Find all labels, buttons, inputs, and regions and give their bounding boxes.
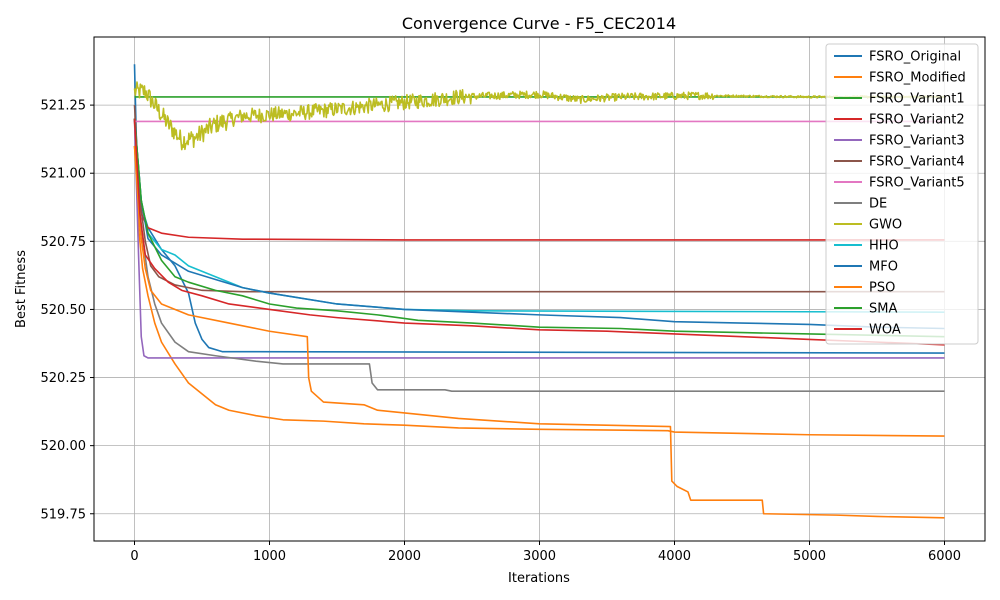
series-line-fsro_variant3 xyxy=(133,118,945,359)
legend-label: FSRO_Modified xyxy=(869,71,966,86)
y-axis-label: Best Fitness xyxy=(14,250,29,328)
y-tick-label: 520.25 xyxy=(41,371,87,386)
legend-label: PSO xyxy=(869,281,895,296)
x-tick-label: 4000 xyxy=(658,549,691,564)
series-line-gwo xyxy=(133,81,945,151)
x-tick-label: 2000 xyxy=(388,549,421,564)
legend-label: FSRO_Variant2 xyxy=(869,113,965,128)
legend-label: SMA xyxy=(869,302,897,317)
series-lines xyxy=(133,64,945,519)
legend-label: DE xyxy=(869,197,887,212)
legend-box xyxy=(825,43,979,345)
x-tick-label: 5000 xyxy=(793,549,826,564)
series-line-fsro_modified xyxy=(133,118,945,437)
legend-label: FSRO_Variant4 xyxy=(869,155,965,170)
legend-label: FSRO_Variant1 xyxy=(869,92,965,107)
chart-title: Convergence Curve - F5_CEC2014 xyxy=(402,14,676,34)
y-axis-ticks: 519.75 520.00 520.25 520.50 520.75 521.00 521.… xyxy=(41,99,94,522)
legend-label: HHO xyxy=(869,239,899,254)
legend-label: WOA xyxy=(869,323,901,338)
series-line-woa xyxy=(133,118,945,346)
x-axis-label: Iterations xyxy=(508,571,570,586)
y-tick-label: 520.75 xyxy=(41,235,87,250)
legend: FSRO_Original FSRO_Modified FSRO_Variant1 F… xyxy=(825,43,979,345)
x-axis-ticks: 0 1000 2000 3000 4000 5000 6000 xyxy=(130,541,961,564)
series-line-pso xyxy=(133,145,945,519)
plot-frame xyxy=(93,36,986,542)
series-line-mfo xyxy=(133,118,945,330)
legend-label: MFO xyxy=(869,260,898,275)
legend-label: GWO xyxy=(869,218,902,233)
y-tick-label: 521.00 xyxy=(41,167,87,182)
y-tick-label: 521.25 xyxy=(41,99,87,114)
x-tick-label: 0 xyxy=(130,549,138,564)
y-tick-label: 519.75 xyxy=(41,507,87,522)
series-line-fsro_variant4 xyxy=(133,105,945,293)
x-tick-label: 6000 xyxy=(928,549,961,564)
legend-label: FSRO_Variant3 xyxy=(869,134,965,149)
x-tick-label: 1000 xyxy=(253,549,286,564)
y-tick-label: 520.00 xyxy=(41,439,87,454)
legend-label: FSRO_Original xyxy=(869,50,961,65)
x-tick-label: 3000 xyxy=(523,549,556,564)
legend-label: FSRO_Variant5 xyxy=(869,176,965,191)
y-tick-label: 520.50 xyxy=(41,303,87,318)
series-line-sma xyxy=(133,118,945,338)
